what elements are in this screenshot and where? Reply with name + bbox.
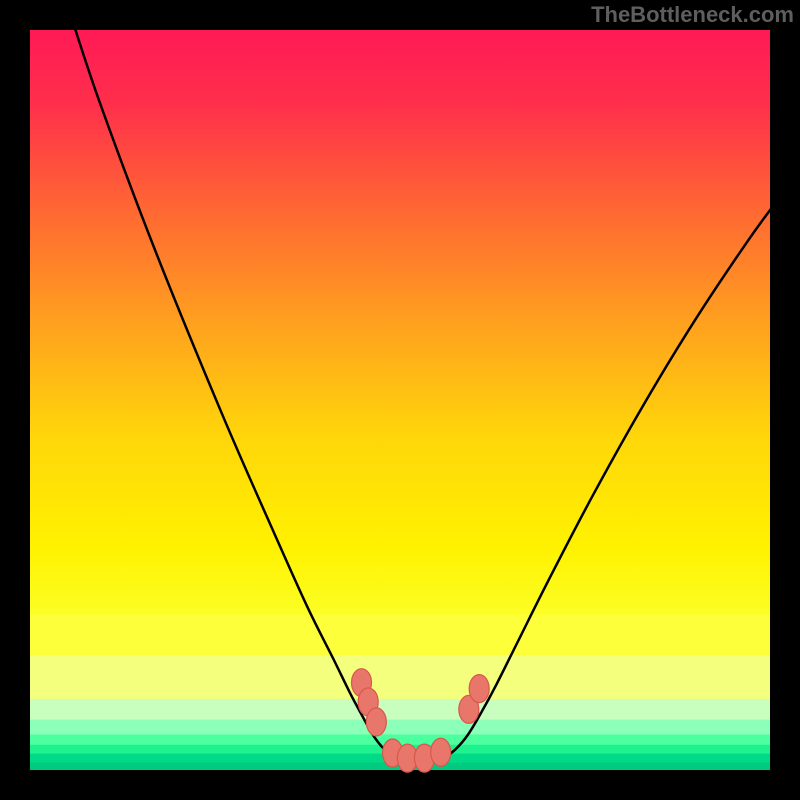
chart-frame: TheBottleneck.com: [0, 0, 800, 800]
plot-svg: [30, 30, 770, 770]
watermark-text: TheBottleneck.com: [591, 2, 794, 28]
plot-area: [30, 30, 770, 770]
marker-dot: [469, 675, 489, 703]
marker-dot: [431, 738, 451, 766]
marker-dot: [366, 708, 386, 736]
